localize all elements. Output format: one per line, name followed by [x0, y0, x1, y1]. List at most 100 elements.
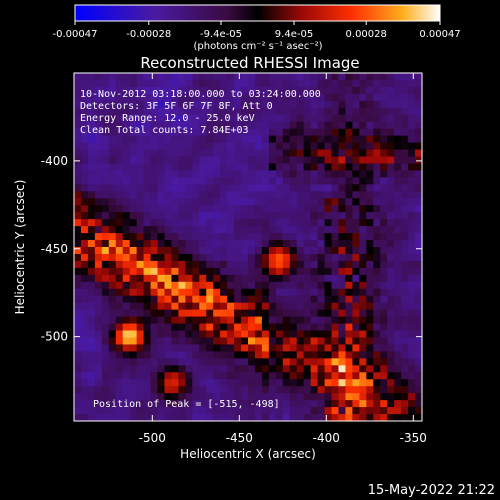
heatmap-cell — [206, 135, 214, 144]
heatmap-cell — [74, 170, 82, 178]
heatmap-cell — [206, 302, 214, 311]
heatmap-cell — [289, 358, 298, 366]
heatmap-cell — [234, 337, 242, 346]
heatmap-cell — [115, 372, 124, 380]
heatmap-cell — [366, 372, 374, 380]
heatmap-cell — [157, 93, 166, 102]
heatmap-cell — [234, 372, 242, 380]
heatmap-cell — [199, 351, 207, 359]
heatmap-cell — [192, 93, 200, 102]
heatmap-cell — [282, 274, 291, 283]
heatmap-cell — [101, 142, 110, 151]
heatmap-cell — [359, 198, 367, 206]
heatmap-cell — [380, 121, 388, 130]
heatmap-cell — [157, 163, 166, 172]
heatmap-cell — [401, 323, 409, 332]
heatmap-cell — [338, 316, 347, 325]
heatmap-cell — [80, 393, 89, 401]
heatmap-cell — [136, 93, 145, 102]
heatmap-cell — [275, 86, 284, 95]
heatmap-cell — [352, 407, 360, 415]
heatmap-cell — [122, 219, 131, 227]
heatmap-cell — [213, 253, 221, 262]
heatmap-cell — [352, 393, 360, 401]
heatmap-cell — [220, 114, 228, 123]
heatmap-cell — [101, 302, 110, 311]
heatmap-cell — [254, 135, 263, 144]
heatmap-cell — [136, 198, 145, 206]
heatmap-cell — [282, 309, 291, 318]
heatmap-cell — [408, 344, 416, 352]
heatmap-cell — [275, 247, 284, 255]
heatmap-cell — [171, 295, 179, 304]
heatmap-cell — [80, 149, 89, 158]
heatmap-cell — [87, 177, 96, 185]
heatmap-cell — [108, 407, 117, 415]
heatmap-cell — [248, 260, 256, 269]
heatmap-cell — [303, 121, 312, 130]
heatmap-cell — [317, 149, 326, 158]
heatmap-cell — [157, 386, 166, 394]
heatmap-cell — [80, 114, 89, 123]
heatmap-cell — [87, 288, 96, 297]
heatmap-cell — [310, 191, 319, 199]
heatmap-cell — [171, 414, 179, 421]
heatmap-cell — [129, 163, 138, 172]
heatmap-cell — [74, 79, 82, 88]
heatmap-cell — [192, 393, 200, 401]
heatmap-cell — [108, 240, 117, 248]
heatmap-cell — [352, 372, 360, 380]
heatmap-cell — [220, 135, 228, 144]
heatmap-cell — [227, 219, 235, 227]
heatmap-cell — [324, 253, 333, 262]
heatmap-cell — [178, 226, 186, 234]
heatmap-cell — [366, 93, 374, 102]
heatmap-cell — [275, 205, 284, 213]
heatmap-cell — [192, 414, 200, 421]
heatmap-cell — [289, 288, 298, 297]
heatmap-cell — [136, 351, 145, 359]
heatmap-cell — [359, 386, 367, 394]
heatmap-cell — [94, 323, 103, 332]
heatmap-cell — [359, 205, 367, 213]
heatmap-cell — [227, 184, 235, 192]
heatmap-cell — [87, 198, 96, 206]
heatmap-cell — [157, 226, 166, 234]
heatmap-cell — [171, 379, 179, 387]
heatmap-cell — [234, 323, 242, 332]
heatmap-cell — [129, 372, 138, 380]
heatmap-cell — [254, 79, 263, 88]
heatmap-cell — [331, 260, 340, 269]
heatmap-cell — [331, 233, 340, 241]
heatmap-cell — [185, 379, 193, 387]
heatmap-cell — [185, 163, 193, 172]
heatmap-cell — [373, 107, 381, 116]
heatmap-cell — [289, 253, 298, 262]
heatmap-cell — [185, 358, 193, 366]
heatmap-cell — [213, 316, 221, 325]
heatmap-cell — [129, 253, 138, 262]
heatmap-cell — [143, 121, 152, 130]
heatmap-cell — [401, 86, 409, 95]
heatmap-cell — [317, 316, 326, 325]
heatmap-cell — [234, 288, 242, 297]
heatmap-cell — [101, 149, 110, 158]
heatmap-cell — [415, 393, 422, 401]
heatmap-cell — [164, 128, 173, 137]
heatmap-cell — [101, 379, 110, 387]
heatmap-cell — [345, 323, 353, 332]
heatmap-cell — [310, 365, 319, 373]
heatmap-cell — [157, 302, 166, 311]
heatmap-cell — [296, 212, 305, 220]
heatmap-cell — [352, 316, 360, 325]
heatmap-cell — [345, 414, 353, 421]
heatmap-cell — [241, 386, 249, 394]
heatmap-cell — [192, 198, 200, 206]
heatmap-cell — [178, 316, 186, 325]
heatmap-cell — [220, 337, 228, 346]
heatmap-cell — [178, 149, 186, 158]
heatmap-cell — [261, 177, 270, 185]
heatmap-cell — [74, 400, 82, 408]
heatmap-cell — [241, 365, 249, 373]
heatmap-cell — [345, 337, 353, 346]
